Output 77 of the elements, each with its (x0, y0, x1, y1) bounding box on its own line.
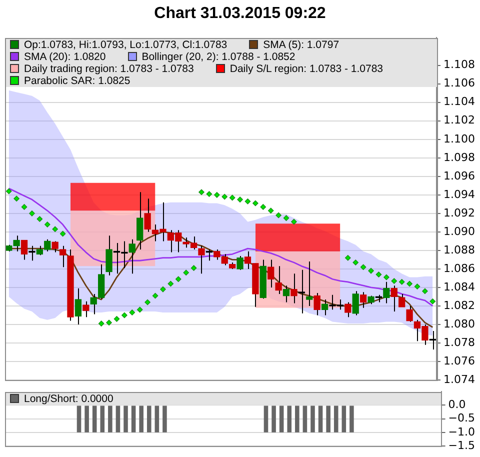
point (98, 320, 104, 326)
point (198, 189, 204, 196)
y-tick-label: 1.086 (444, 262, 476, 275)
y-tick-label: 1.078 (444, 336, 476, 349)
y-tick-label: 1.108 (444, 58, 476, 72)
point (268, 208, 274, 214)
point (6, 188, 12, 194)
y-tick-label: 1.080 (444, 317, 476, 330)
y-tick-label: 1.076 (444, 354, 476, 368)
point (368, 268, 374, 274)
legend-label: Parabolic SAR: 1.0825 (24, 74, 130, 87)
point (152, 292, 158, 299)
point (430, 298, 436, 304)
point (175, 276, 182, 282)
y-tick-label: 1.092 (444, 206, 476, 220)
point (398, 279, 405, 285)
legend-label: SMA (20): 1.0820 (24, 50, 106, 63)
y-tick-label: 1.100 (444, 132, 476, 146)
point (168, 280, 174, 287)
y-tick-label: 1.090 (444, 224, 476, 238)
point (60, 230, 66, 237)
point (52, 226, 58, 232)
legend-label: Op:1.0783, Hi:1.0793, Lo:1.0773, Cl:1.0783 (24, 38, 228, 51)
point (144, 299, 150, 306)
point (106, 320, 112, 326)
legend-label: Long/Short: 0.0000 (24, 392, 114, 405)
point (29, 210, 35, 216)
point (260, 204, 266, 210)
point (114, 316, 120, 322)
chart-title: Chart 31.03.2015 09:22 (153, 4, 327, 24)
y-tick-label: 0.0 (448, 398, 466, 412)
point (384, 274, 390, 280)
y-tick-label: 1.082 (444, 298, 476, 312)
legend-label: SMA (5): 1.0797 (263, 38, 340, 51)
point (222, 194, 228, 200)
point (406, 280, 412, 287)
y-tick-label: 1.094 (444, 188, 476, 201)
legend-label: Daily S/L region: 1.0783 - 1.0783 (230, 62, 384, 75)
point (414, 284, 420, 290)
point (21, 204, 28, 210)
point (291, 218, 297, 225)
point (283, 215, 290, 221)
point (14, 196, 20, 202)
point (122, 312, 128, 318)
point (391, 278, 398, 284)
point (36, 216, 43, 222)
point (160, 286, 166, 292)
y-tick-label: 1.102 (444, 114, 476, 127)
point (136, 306, 143, 313)
point (252, 200, 258, 206)
point (229, 194, 236, 201)
y-tick-label: 1.106 (444, 76, 476, 90)
y-tick-label: 1.088 (444, 243, 476, 256)
legend-label: Bollinger (20, 2): 1.0788 - 1.0852 (142, 50, 296, 63)
y-tick-label: −0.5 (448, 412, 476, 425)
point (237, 196, 243, 202)
y-tick-label: 1.096 (444, 169, 476, 182)
point (276, 212, 282, 218)
y-tick-label: 1.074 (444, 372, 476, 386)
point (190, 265, 197, 271)
point (183, 270, 189, 276)
y-tick-label: 1.098 (444, 150, 476, 164)
y-tick-label: 1.084 (444, 280, 476, 294)
point (206, 191, 212, 197)
point (376, 272, 382, 278)
y-tick-label: −1.5 (448, 438, 476, 452)
legend-label: Daily trading region: 1.0783 - 1.0783 (24, 62, 194, 75)
point (422, 288, 428, 294)
y-tick-label: 1.104 (444, 95, 476, 108)
point (214, 192, 220, 198)
y-tick-label: −1.0 (448, 425, 476, 438)
point (44, 222, 50, 228)
point (360, 264, 366, 270)
point (344, 254, 351, 261)
point (129, 310, 136, 316)
point (352, 260, 358, 266)
point (244, 198, 251, 204)
